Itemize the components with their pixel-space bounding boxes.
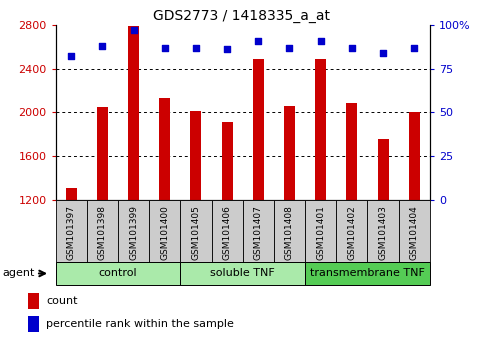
Bar (305, 200, 336, 262)
Bar (398, 200, 430, 262)
Bar (222, 122, 233, 200)
Text: GSM101405: GSM101405 (191, 205, 200, 260)
Bar (346, 103, 357, 200)
Text: GSM101399: GSM101399 (129, 205, 138, 260)
Bar (87, 200, 118, 262)
Bar (242, 200, 274, 262)
Bar (28, 293, 40, 309)
Bar (305, 262, 430, 285)
Bar (28, 316, 40, 332)
Text: GDS2773 / 1418335_a_at: GDS2773 / 1418335_a_at (153, 9, 330, 23)
Bar (284, 106, 295, 200)
Bar (56, 262, 180, 285)
Text: agent: agent (3, 268, 35, 279)
Bar (274, 200, 305, 262)
Text: GSM101402: GSM101402 (347, 205, 356, 260)
Point (223, 46, 231, 52)
Point (67, 53, 75, 59)
Text: GSM101403: GSM101403 (379, 205, 387, 260)
Bar (368, 200, 398, 262)
Bar (97, 107, 108, 200)
Point (255, 38, 262, 44)
Bar (315, 59, 326, 200)
Text: count: count (46, 296, 77, 307)
Point (348, 45, 356, 50)
Text: GSM101400: GSM101400 (160, 205, 169, 260)
Text: percentile rank within the sample: percentile rank within the sample (46, 319, 234, 330)
Point (317, 38, 325, 44)
Text: GSM101404: GSM101404 (410, 205, 419, 260)
Point (285, 45, 293, 50)
Bar (149, 200, 180, 262)
Point (161, 45, 169, 50)
Text: GSM101398: GSM101398 (98, 205, 107, 260)
Bar (190, 111, 201, 200)
Bar (378, 139, 388, 200)
Point (411, 45, 418, 50)
Text: GSM101397: GSM101397 (67, 205, 76, 260)
Text: GSM101401: GSM101401 (316, 205, 325, 260)
Point (192, 45, 200, 50)
Bar (66, 188, 77, 200)
Text: GSM101406: GSM101406 (223, 205, 232, 260)
Bar (128, 26, 139, 200)
Bar (56, 200, 87, 262)
Text: transmembrane TNF: transmembrane TNF (310, 268, 425, 279)
Bar (180, 200, 212, 262)
Text: control: control (99, 268, 137, 279)
Point (379, 50, 387, 56)
Text: GSM101408: GSM101408 (285, 205, 294, 260)
Bar (159, 98, 170, 200)
Bar (253, 59, 264, 200)
Point (129, 27, 137, 33)
Point (99, 43, 106, 48)
Text: soluble TNF: soluble TNF (210, 268, 275, 279)
Bar (180, 262, 305, 285)
Bar (212, 200, 242, 262)
Bar (336, 200, 368, 262)
Bar (409, 113, 420, 200)
Bar (118, 200, 149, 262)
Text: GSM101407: GSM101407 (254, 205, 263, 260)
